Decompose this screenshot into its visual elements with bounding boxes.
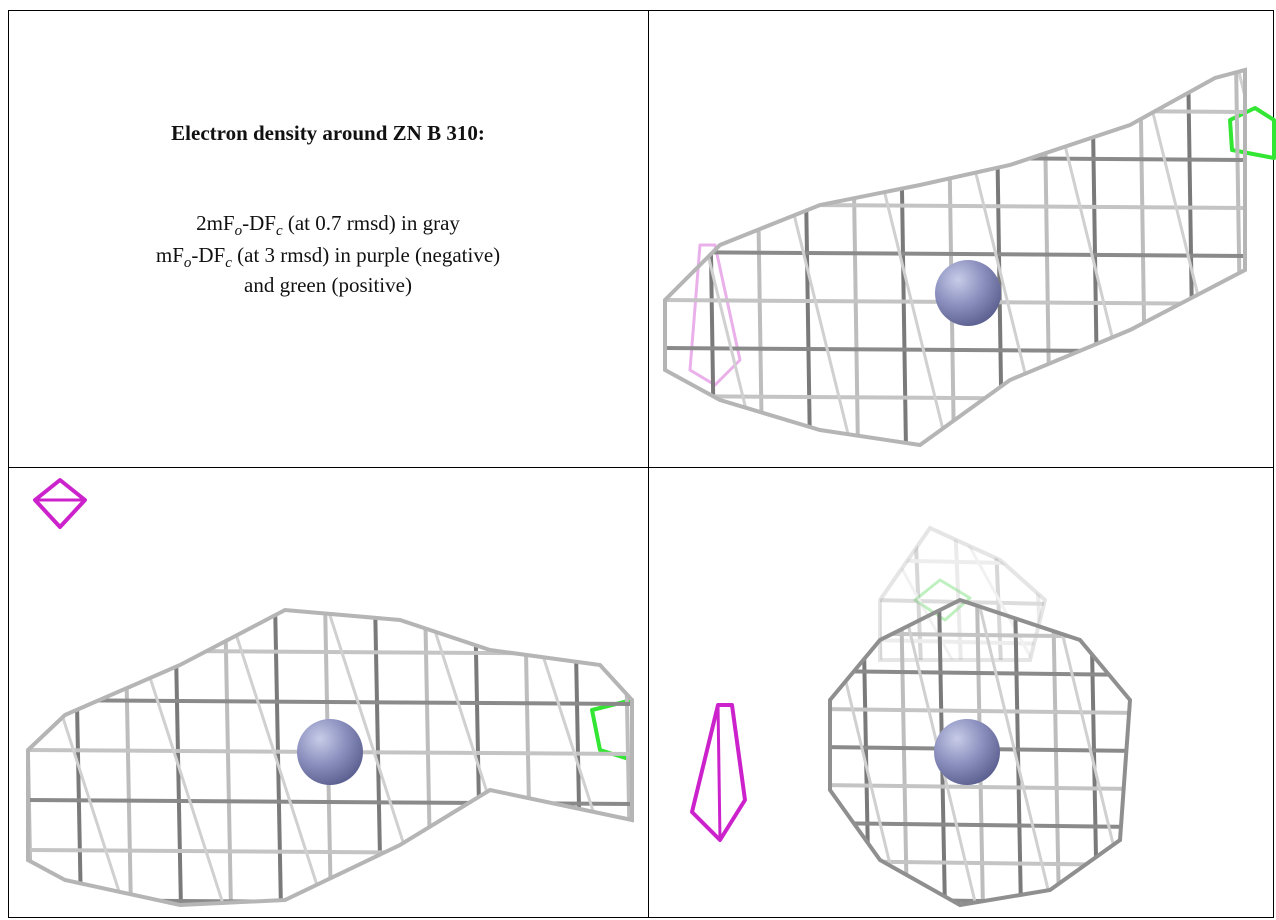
mesh-line [423, 610, 433, 905]
mesh-line [28, 610, 127, 905]
mesh-line [1051, 600, 1061, 905]
density-mesh [875, 520, 1050, 660]
mesh-line [875, 520, 1050, 524]
zinc-atom [297, 719, 363, 785]
mesh-line [28, 698, 632, 706]
mesh-outline [878, 525, 1048, 662]
mesh-line [830, 821, 1130, 829]
mesh-line [28, 648, 632, 656]
mesh-line [830, 707, 1130, 715]
mesh-line [830, 600, 1130, 601]
mesh-line [1127, 600, 1130, 905]
text: -DF [242, 211, 276, 235]
mesh-line [975, 600, 1055, 905]
text: 2mF [196, 211, 235, 235]
text: and green (positive) [244, 273, 412, 297]
zinc-atom [935, 260, 1001, 326]
mesh-line [25, 600, 635, 604]
positive-density [1228, 106, 1276, 160]
mesh-line [830, 631, 1130, 639]
subscript: o [184, 255, 192, 271]
mesh-line [623, 610, 632, 905]
mesh-line [1033, 528, 1045, 660]
mesh-line [660, 60, 1250, 64]
text: -DF [191, 243, 225, 267]
subscript: c [276, 223, 283, 239]
mesh-line [223, 610, 233, 905]
mesh-line [665, 442, 1245, 445]
mesh-outline [828, 597, 1133, 908]
mesh-line [1013, 600, 1023, 905]
mesh-line [28, 898, 632, 905]
negative-density [33, 478, 87, 529]
negative-density [690, 703, 747, 842]
subscript: o [235, 223, 243, 239]
mesh-line [223, 610, 327, 905]
mesh-line [899, 600, 909, 905]
mesh-line [880, 558, 1045, 566]
mesh-line [880, 638, 1045, 646]
mesh-outline [26, 607, 634, 908]
mesh-line [830, 783, 1130, 791]
caption-line: 2mFo-DFc (at 0.7 rmsd) in gray [196, 211, 460, 239]
mesh-line [123, 610, 133, 905]
mesh-line [123, 610, 227, 905]
mesh-line [665, 394, 1245, 402]
meshes [25, 60, 1250, 908]
mesh-line [1127, 600, 1130, 905]
table-borders [8, 10, 1274, 918]
subscript: c [225, 255, 232, 271]
zinc-atom [934, 719, 1000, 785]
mesh-outline [663, 67, 1247, 448]
density-mesh [25, 600, 635, 905]
mesh-line [754, 70, 764, 445]
mesh-line [665, 202, 1245, 210]
mesh-line [953, 528, 963, 660]
text: (at 0.7 rmsd) in gray [283, 211, 461, 235]
mesh-line [665, 250, 1245, 258]
text: (at 3 rmsd) in purple (negative) [232, 243, 500, 267]
mesh-line [665, 346, 1245, 354]
mesh-line [665, 154, 1245, 162]
mesh-line [665, 70, 668, 445]
caption-line: mFo-DFc (at 3 rmsd) in purple (negative) [156, 243, 500, 271]
negative-density [716, 704, 722, 841]
mesh-line [830, 669, 1130, 677]
density-mesh [660, 60, 1250, 445]
caption-line: and green (positive) [244, 273, 412, 297]
mesh-line [28, 848, 632, 856]
text: mF [156, 243, 184, 267]
caption-title: Electron density around ZN B 310: [171, 121, 485, 145]
